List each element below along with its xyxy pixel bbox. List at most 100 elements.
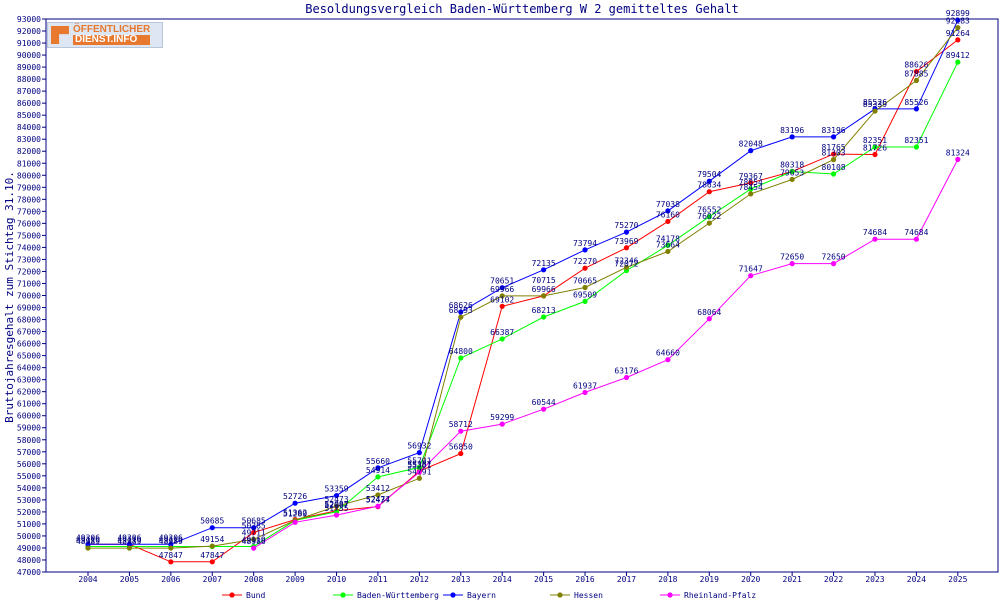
data-point (789, 168, 795, 175)
y-tick-label: 56000 (17, 460, 41, 469)
data-point (168, 559, 174, 565)
y-tick-label: 79000 (17, 183, 41, 192)
data-label: 54914 (366, 466, 390, 475)
y-tick-label: 92000 (17, 27, 41, 36)
data-point (582, 389, 588, 396)
data-label: 47847 (200, 551, 224, 560)
data-point (499, 285, 505, 291)
y-tick-label: 82000 (17, 147, 41, 156)
data-label: 71647 (739, 265, 763, 274)
logo-mark-icon (51, 26, 69, 44)
y-tick-label: 67000 (17, 328, 41, 337)
y-tick-label: 52000 (17, 508, 41, 517)
data-label: 49119 (117, 536, 141, 545)
data-point (375, 492, 381, 498)
data-label: 81726 (863, 144, 887, 153)
data-label: 52087 (324, 500, 348, 509)
y-tick-label: 74000 (17, 243, 41, 252)
chart-title: Besoldungsvergleich Baden-Württemberg W … (305, 2, 738, 16)
data-label: 50685 (242, 517, 266, 526)
legend-marker (340, 592, 346, 598)
y-tick-label: 55000 (17, 472, 41, 481)
data-label: 82351 (863, 136, 887, 145)
data-label: 53359 (324, 485, 348, 494)
data-label: 56850 (449, 443, 473, 452)
data-point (499, 336, 505, 342)
logo: ÖFFENTLICHER DIENST.INFO (47, 22, 163, 48)
data-label: 81303 (822, 149, 846, 158)
data-point (789, 176, 795, 183)
data-point (458, 355, 464, 361)
data-point (872, 236, 878, 242)
data-label: 55660 (366, 457, 390, 466)
data-point (416, 475, 422, 481)
data-label: 53412 (366, 484, 390, 493)
data-label: 76552 (697, 206, 721, 215)
y-tick-label: 88000 (17, 75, 41, 84)
y-tick-label: 51000 (17, 520, 41, 529)
data-point (416, 450, 422, 456)
series-line (88, 61, 959, 547)
data-label: 85339 (863, 100, 887, 109)
data-label: 55701 (407, 456, 431, 465)
data-label: 78634 (697, 181, 721, 190)
series-line (253, 159, 959, 549)
data-point (541, 267, 547, 273)
y-tick-label: 50000 (17, 532, 41, 541)
data-point (623, 245, 630, 251)
x-tick-label: 2009 (285, 575, 304, 584)
data-point (126, 541, 133, 547)
data-label: 52726 (283, 492, 307, 501)
data-label: 51289 (283, 509, 307, 518)
y-tick-label: 59000 (17, 424, 41, 433)
data-label: 88626 (904, 61, 928, 70)
data-point (416, 464, 422, 470)
y-tick-label: 54000 (17, 484, 41, 493)
data-point (872, 151, 878, 158)
y-tick-label: 48000 (17, 556, 41, 565)
series-line (88, 27, 959, 549)
data-label: 78854 (739, 178, 763, 187)
data-label: 72346 (614, 256, 638, 265)
data-point (706, 189, 712, 195)
data-point (458, 428, 464, 434)
data-label: 54791 (407, 467, 431, 476)
series-line (88, 39, 959, 563)
legend: Bund Baden-Württemberg Bayern Hessen Rheinla… (222, 591, 756, 600)
data-label: 72270 (573, 257, 597, 266)
y-tick-label: 84000 (17, 123, 41, 132)
series-lines (88, 19, 959, 563)
y-tick-label: 69000 (17, 304, 41, 313)
data-point (665, 218, 671, 225)
data-label: 56932 (407, 442, 431, 451)
data-point (748, 180, 754, 186)
x-tick-label: 2021 (783, 575, 802, 584)
data-point (375, 474, 381, 480)
x-tick-label: 2005 (120, 575, 139, 584)
data-point (706, 178, 712, 184)
data-point (251, 529, 257, 536)
data-point (955, 37, 961, 43)
x-tick-label: 2006 (161, 575, 180, 584)
data-label: 82048 (739, 140, 763, 149)
data-label: 66387 (490, 328, 514, 337)
y-tick-label: 75000 (17, 231, 41, 240)
y-tick-label: 93000 (17, 15, 41, 24)
y-tick-label: 86000 (17, 99, 41, 108)
data-label: 69509 (573, 290, 597, 299)
y-tick-label: 60000 (17, 412, 41, 421)
data-point (748, 191, 754, 197)
x-tick-label: 2010 (327, 575, 346, 584)
data-point (209, 543, 215, 549)
x-axis: 2004 2005 2006 2007 2008 2009 2010 2011 2012 2013… (78, 572, 968, 584)
data-point (706, 214, 712, 220)
data-label: 68213 (532, 306, 556, 315)
data-label: 69966 (532, 285, 556, 294)
data-label: 52007 (324, 501, 348, 510)
data-point (499, 293, 505, 299)
data-point (913, 68, 920, 75)
x-tick-label: 2017 (617, 575, 636, 584)
data-label: 63176 (614, 367, 638, 376)
